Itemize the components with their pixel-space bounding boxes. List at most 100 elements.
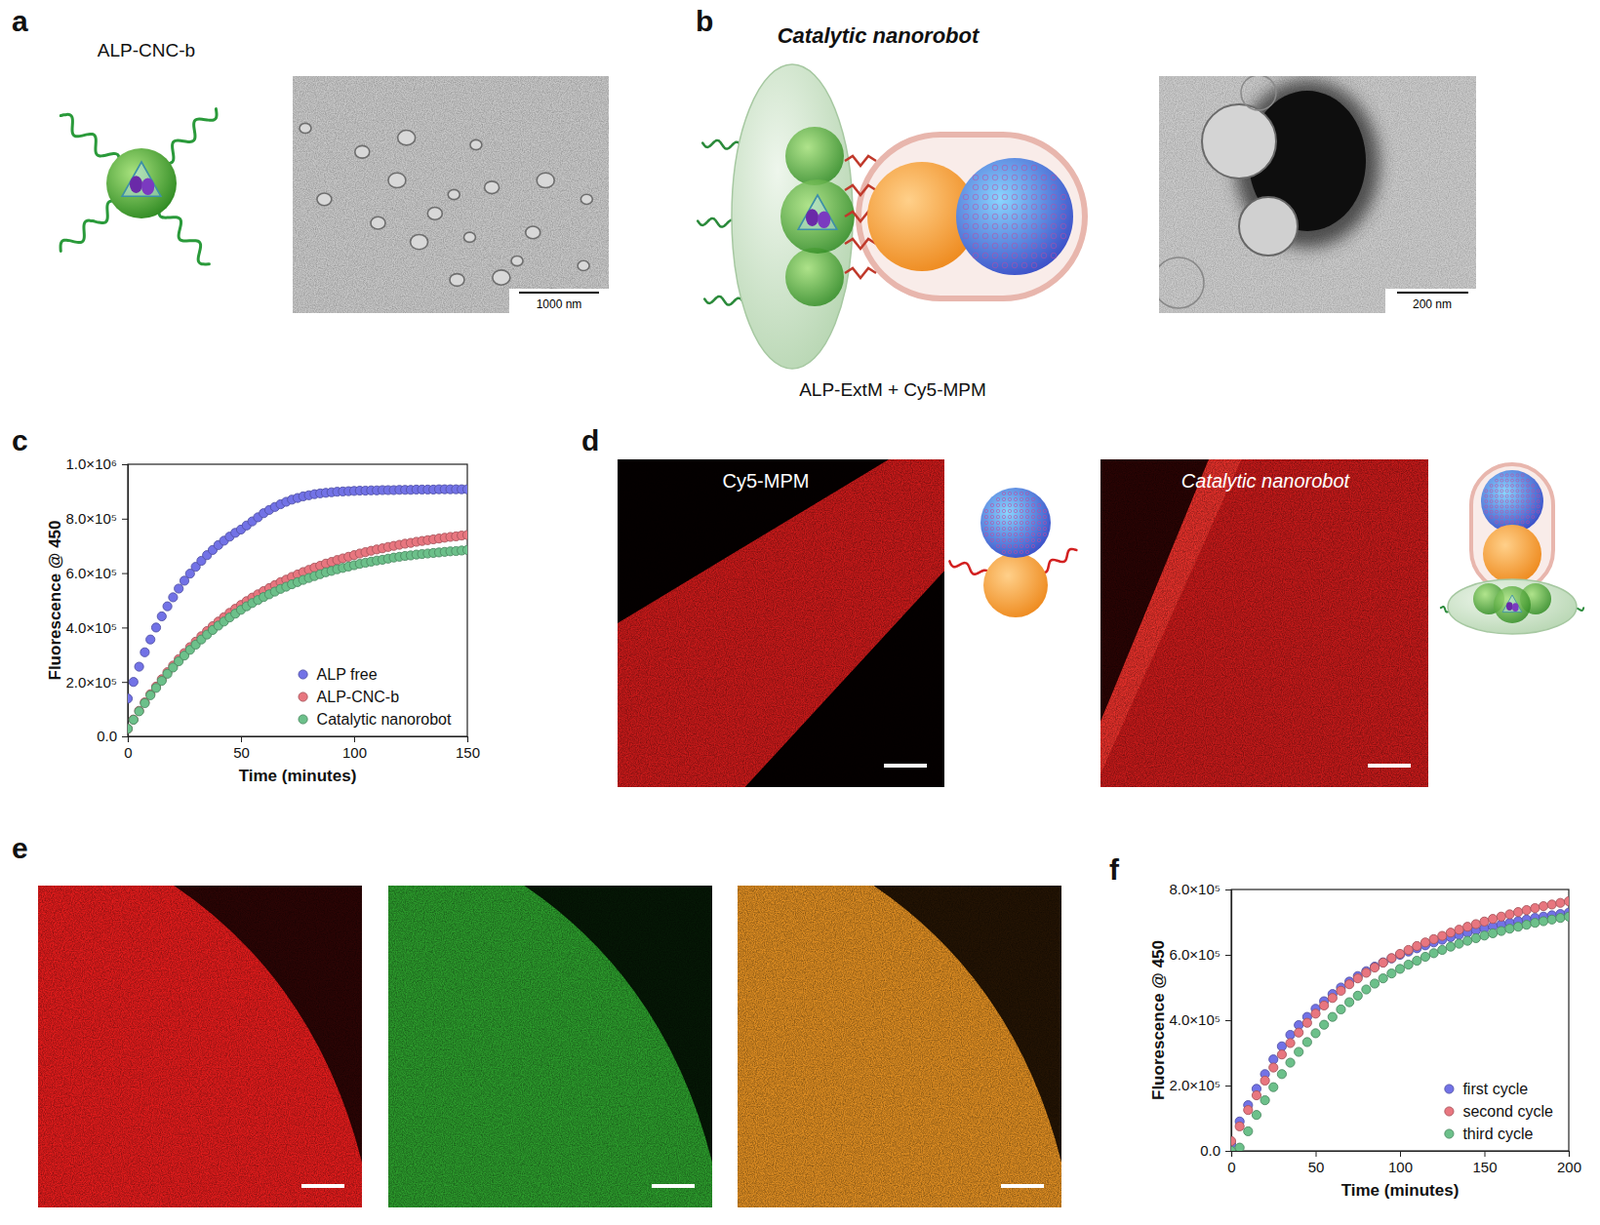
strand [161, 109, 217, 164]
texture-dot [1021, 174, 1028, 181]
strand [949, 560, 990, 576]
texture-dot [1031, 223, 1038, 230]
texture-dot [1001, 550, 1005, 554]
texture-dot [1001, 509, 1005, 513]
legend-item: third cycle [1444, 1125, 1534, 1143]
data-point [1251, 1090, 1261, 1100]
y-tick: 4.0×10⁵ [65, 619, 128, 637]
texture-dot [1031, 233, 1038, 240]
particle [427, 207, 442, 221]
texture-dot [1526, 479, 1530, 482]
texture-dot [982, 242, 989, 249]
data-point [1285, 1039, 1295, 1048]
legend-label: ALP-CNC-b [317, 688, 400, 706]
texture-dot [1505, 489, 1509, 493]
legend: ALP freeALP-CNC-bCatalytic nanorobot [298, 666, 452, 728]
texture-dot [1505, 479, 1509, 482]
texture-dot [990, 509, 994, 513]
texture-dot [990, 538, 994, 542]
x-tick-label: 150 [455, 744, 480, 761]
data-point [1429, 934, 1439, 944]
texture-dot [1500, 479, 1504, 482]
data-point [1345, 998, 1355, 1007]
legend-label: ALP free [317, 666, 378, 683]
texture-dot [1031, 532, 1035, 536]
texture-dot [1511, 489, 1515, 493]
data-point [1547, 915, 1557, 924]
fluorescence-image [737, 885, 1062, 1208]
texture-dot [1050, 174, 1057, 181]
texture-dot [982, 233, 989, 240]
particle [484, 181, 500, 195]
data-point [1395, 949, 1404, 959]
data-point [1269, 1082, 1279, 1092]
texture-dot [1050, 233, 1057, 240]
series [127, 530, 468, 734]
particle [577, 260, 590, 271]
data-point [127, 694, 133, 704]
texture-dot [1516, 479, 1520, 482]
texture-dot [1001, 538, 1005, 542]
texture-dot [1007, 526, 1011, 530]
texture-dot [1505, 505, 1509, 509]
series [1231, 908, 1569, 1150]
texture-dot [1007, 550, 1011, 554]
legend-marker [298, 715, 308, 724]
figure: aALP-CNC-b1000 nmbCatalytic nanorobotALP… [0, 0, 1600, 1225]
data-point [1563, 912, 1569, 921]
data-point [1311, 1029, 1320, 1039]
y-tick-label: 6.0×10⁵ [1168, 946, 1221, 963]
texture-dot [992, 203, 999, 210]
texture-dot [1500, 500, 1504, 504]
texture-dot [1013, 550, 1017, 554]
green-sphere [785, 247, 844, 307]
texture-dot [984, 520, 988, 524]
signal-region [737, 885, 1062, 1208]
texture-dot [1520, 505, 1524, 509]
texture-dot [1050, 184, 1057, 191]
y-tick: 1.0×10⁶ [66, 455, 128, 473]
orange-sphere [1482, 524, 1542, 584]
data-point [1320, 1020, 1329, 1030]
texture-dot [1042, 532, 1046, 536]
data-point [1471, 920, 1480, 929]
texture-dot [990, 532, 994, 536]
data-point [1412, 941, 1422, 951]
texture-dot [1007, 544, 1011, 548]
texture-dot [1495, 484, 1499, 488]
texture-dot [962, 223, 969, 230]
particle [447, 189, 460, 200]
texture-dot [1489, 489, 1493, 493]
texture-dot [1001, 233, 1008, 240]
y-tick-label: 6.0×10⁵ [65, 564, 118, 582]
texture-dot [1013, 532, 1017, 536]
x-tick-label: 50 [233, 744, 250, 761]
texture-dot [1489, 505, 1493, 509]
texture-dot [1031, 252, 1038, 259]
data-point [134, 706, 144, 716]
texture-dot [972, 223, 979, 230]
texture-dot [1031, 184, 1038, 191]
y-tick-mark [121, 573, 128, 575]
texture-dot [1019, 526, 1023, 530]
y-axis-title: Fluorescence @ 450 [1149, 940, 1168, 1101]
texture-dot [1495, 479, 1499, 482]
texture-dot [992, 262, 999, 269]
y-tick-mark [121, 736, 128, 738]
texture-dot [1040, 233, 1047, 240]
texture-dot [1531, 484, 1535, 488]
legend-marker [298, 670, 308, 680]
x-tick: 150 [1472, 1151, 1497, 1176]
schematic-d2 [1440, 464, 1584, 635]
x-tick-label: 100 [1388, 1159, 1413, 1176]
vesicle [1239, 197, 1298, 256]
texture-dot [1001, 184, 1008, 191]
legend-label: second cycle [1462, 1103, 1554, 1120]
schematic-a [60, 109, 217, 265]
data-point [1294, 1047, 1304, 1057]
linker [844, 268, 877, 279]
texture-dot [1013, 497, 1017, 501]
signal-region [617, 459, 945, 788]
texture-dot [1031, 503, 1035, 507]
enzyme [1506, 601, 1514, 611]
